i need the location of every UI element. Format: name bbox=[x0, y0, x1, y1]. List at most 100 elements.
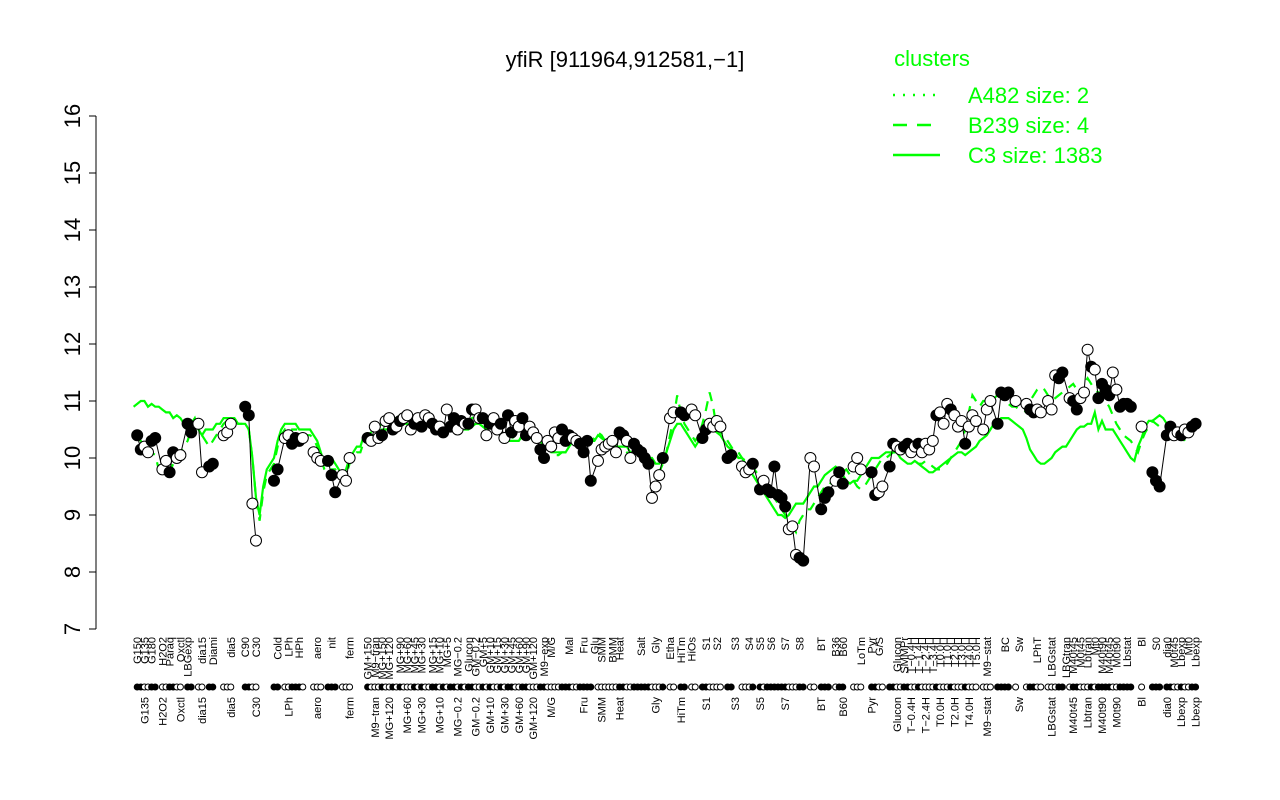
rug-marker bbox=[691, 683, 699, 691]
x-tick-label: T5.0H bbox=[971, 637, 983, 667]
data-point-filled bbox=[883, 460, 896, 473]
data-point-open bbox=[1078, 386, 1090, 399]
x-tick-label: M0t45 bbox=[1169, 637, 1181, 668]
rug-marker bbox=[1138, 683, 1146, 691]
data-point-open bbox=[250, 534, 262, 547]
data-point-filled bbox=[1124, 400, 1137, 413]
x-tick-label: GM+10 bbox=[485, 637, 497, 673]
x-tick-label: S0 bbox=[1151, 637, 1163, 650]
rug-marker bbox=[810, 683, 818, 691]
x-tick-label: Lbexp bbox=[1176, 637, 1188, 667]
data-point-open bbox=[808, 460, 820, 473]
data-point-open bbox=[142, 446, 154, 459]
rug-marker bbox=[727, 683, 735, 691]
rug-marker bbox=[659, 683, 667, 691]
data-point-filled bbox=[642, 457, 655, 470]
data-point-open bbox=[926, 434, 939, 447]
y-tick-label: 11 bbox=[60, 390, 85, 413]
rug-marker bbox=[1037, 683, 1045, 691]
connector-line bbox=[586, 440, 592, 481]
x-tick-label-lower: HiTm bbox=[676, 697, 688, 723]
x-tick-label-lower: M9−tran bbox=[370, 697, 382, 738]
x-tick-label: S1 bbox=[701, 637, 713, 650]
data-point-filled bbox=[1153, 480, 1166, 493]
legend-label: A482 size: 2 bbox=[968, 83, 1089, 108]
x-tick-label: T−1.4H bbox=[913, 637, 925, 673]
x-tick-label-lower: T0.0H bbox=[935, 697, 947, 727]
x-tick-label: Etha bbox=[665, 636, 677, 660]
x-tick-label: Oxctl bbox=[175, 637, 187, 662]
data-point-open bbox=[851, 452, 864, 464]
data-point-filled bbox=[149, 432, 162, 445]
x-tick-label: M40t45 bbox=[1068, 637, 1080, 674]
chart-title: yfiR [911964,912581,−1] bbox=[506, 47, 745, 72]
x-tick-label: dia15 bbox=[197, 637, 209, 664]
data-point-open bbox=[653, 469, 666, 482]
x-tick-label: dia5 bbox=[226, 637, 238, 658]
data-point-open bbox=[160, 454, 172, 467]
data-point-filled bbox=[376, 429, 388, 442]
x-tick-label: BC bbox=[1000, 637, 1012, 652]
x-tick-label-lower: S7 bbox=[780, 697, 792, 710]
x-tick-label: Lbstat bbox=[1122, 637, 1134, 667]
data-point-open bbox=[646, 491, 658, 504]
legend: clusters A482 size: 2 B239 size: 4 C3 size… bbox=[893, 46, 1103, 168]
x-tick-label: T0.0H bbox=[935, 637, 947, 667]
x-tick-label-lower: M0t90 bbox=[1111, 697, 1123, 728]
x-tick-label: Lbexp bbox=[1191, 637, 1203, 667]
connector-line bbox=[802, 457, 811, 561]
x-tick-label: GM+90 bbox=[521, 637, 533, 673]
x-tick-label-lower: MG−0.2 bbox=[453, 697, 465, 736]
x-tick-label-lower: GM+60 bbox=[514, 697, 526, 733]
connector-line bbox=[251, 503, 257, 541]
x-tick-label: M0t45 bbox=[1075, 637, 1087, 668]
x-tick-label: T4.0H bbox=[964, 637, 976, 667]
x-tick-label: GM+60 bbox=[514, 637, 526, 673]
x-tick-label-lower: dia0 bbox=[1162, 697, 1174, 718]
x-tick-label-lower: ferm bbox=[345, 697, 357, 719]
rug-marker bbox=[1156, 683, 1164, 691]
x-tick-label-lower: S3 bbox=[730, 697, 742, 710]
data-point-open bbox=[343, 452, 356, 464]
data-point-open bbox=[1081, 343, 1094, 356]
data-point-open bbox=[610, 446, 622, 459]
data-point-filled bbox=[1070, 403, 1083, 416]
x-tick-label: nit bbox=[327, 637, 339, 649]
rug-marker bbox=[1127, 683, 1135, 691]
x-tick-label-lower: GM+120 bbox=[528, 697, 540, 740]
x-tick-label-lower: M/G bbox=[546, 697, 558, 718]
rug-marker bbox=[187, 683, 195, 691]
x-tick-label: MG+30 bbox=[417, 637, 429, 673]
data-point-filled bbox=[325, 469, 338, 482]
data-point-open bbox=[545, 440, 558, 453]
x-tick-label: Bl bbox=[1137, 637, 1149, 647]
x-tick-label: LBGtran bbox=[1061, 637, 1073, 678]
rug-marker bbox=[749, 683, 757, 691]
x-tick-label: MG+120 bbox=[384, 637, 396, 680]
x-tick-label: LBGexp bbox=[183, 637, 195, 677]
x-tick-label: T−0.4H bbox=[906, 637, 918, 673]
x-tick-label-lower: LBGstat bbox=[1047, 697, 1059, 737]
y-tick-label: 13 bbox=[60, 275, 85, 299]
x-tick-label-lower: dia15 bbox=[197, 697, 209, 724]
x-tick-label: M9−tran bbox=[370, 637, 382, 678]
legend-title: clusters bbox=[894, 46, 970, 71]
x-tick-label: C30 bbox=[251, 637, 263, 657]
x-tick-label: B36 bbox=[831, 637, 843, 657]
x-tick-label: T−3.4H bbox=[928, 637, 940, 673]
data-point-open bbox=[1135, 420, 1148, 433]
rug-marker bbox=[227, 683, 235, 691]
x-tick-label-lower: Oxctl bbox=[175, 697, 187, 722]
y-tick-label: 16 bbox=[60, 104, 85, 128]
data-point-filled bbox=[822, 486, 835, 499]
x-tick-label-lower: S5 bbox=[755, 697, 767, 710]
x-tick-label: aero bbox=[312, 637, 324, 659]
x-tick-label-lower: BT bbox=[816, 697, 828, 711]
data-point-filled bbox=[322, 454, 334, 467]
rug-marker bbox=[587, 683, 595, 691]
x-tick-label-lower: Sw bbox=[1014, 697, 1026, 712]
x-tick-label: SMMPr bbox=[899, 637, 911, 674]
x-tick-label: MG+150 bbox=[377, 637, 389, 680]
x-tick-label-lower: T−0.4H bbox=[906, 697, 918, 733]
data-point-open bbox=[340, 474, 352, 487]
